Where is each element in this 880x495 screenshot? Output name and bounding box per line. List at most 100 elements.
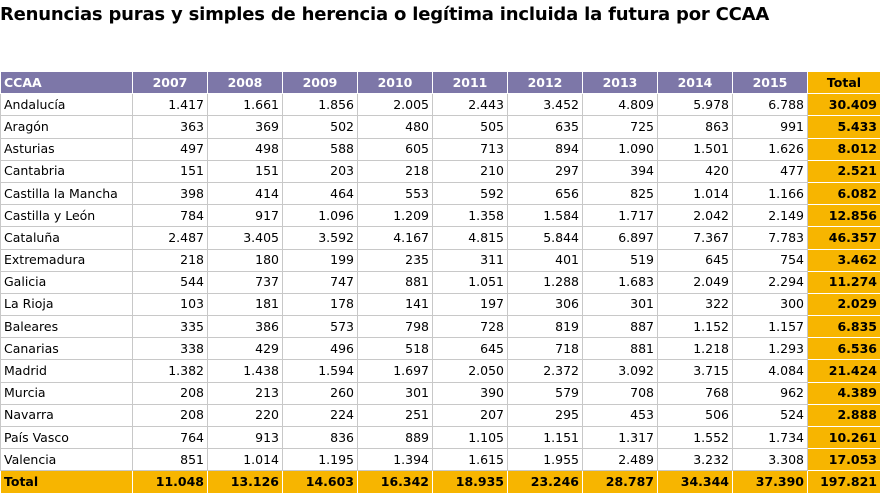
year-value: 220 [207,403,283,428]
total-value: 16.342 [357,470,433,494]
table-row: Baleares 335 386 573 798 728 819 887 1.152 1.157 6… [0,315,880,339]
year-value: 863 [657,115,733,139]
year-value: 645 [657,248,733,272]
table-row: Galicia 544 737 747 881 1.051 1.288 1.683 2.049 2… [0,270,880,294]
year-value: 635 [507,115,583,139]
year-value: 2.005 [357,93,433,117]
table-body: Andalucía 1.417 1.661 1.856 2.005 2.443 3.452 4… [0,93,880,494]
year-value: 1.157 [732,315,808,339]
total-row: Total 11.048 13.126 14.603 16.342 18.935 23.24… [0,470,880,494]
year-value: 1.697 [357,359,433,383]
region-name: Andalucía [0,93,133,117]
year-value: 3.308 [732,448,808,472]
region-name: Aragón [0,115,133,139]
year-value: 208 [132,381,208,405]
year-value: 218 [357,159,433,183]
year-value: 913 [207,425,283,450]
year-value: 1.288 [507,270,583,294]
table-row: Castilla y León 784 917 1.096 1.209 1.358 1.58… [0,204,880,228]
year-value: 2.443 [432,93,508,117]
total-value: 34.344 [657,470,733,494]
year-value: 881 [582,337,658,361]
year-value: 235 [357,248,433,272]
region-name: Navarra [0,403,133,428]
year-value: 480 [357,115,433,139]
year-value: 708 [582,381,658,405]
year-value: 5.978 [657,93,733,117]
year-value: 1.856 [282,93,358,117]
year-value: 4.084 [732,359,808,383]
year-value: 1.552 [657,425,733,450]
year-value: 881 [357,270,433,294]
year-value: 103 [132,292,208,317]
total-value: 18.935 [432,470,508,494]
year-value: 1.166 [732,181,808,206]
year-value: 519 [582,248,658,272]
year-value: 390 [432,381,508,405]
year-value: 1.717 [582,204,658,228]
region-total: 46.357 [807,226,880,250]
year-value: 1.626 [732,137,808,161]
year-value: 207 [432,403,508,428]
year-value: 2.050 [432,359,508,383]
year-value: 737 [207,270,283,294]
year-value: 3.715 [657,359,733,383]
year-value: 1.014 [657,181,733,206]
year-value: 181 [207,292,283,317]
year-value: 1.661 [207,93,283,117]
page-title: Renuncias puras y simples de herencia o … [0,4,770,25]
year-value: 573 [282,315,358,339]
total-value: 14.603 [282,470,358,494]
region-name: Extremadura [0,248,133,272]
year-value: 579 [507,381,583,405]
table-row: Extremadura 218 180 199 235 311 401 519 645 754 3.… [0,248,880,272]
table-row: Asturias 497 498 588 605 713 894 1.090 1.501 1.62… [0,137,880,161]
year-value: 1.090 [582,137,658,161]
year-value: 502 [282,115,358,139]
region-total: 3.462 [807,248,880,272]
year-value: 178 [282,292,358,317]
region-name: Cantabria [0,159,133,183]
year-value: 3.405 [207,226,283,250]
year-value: 1.734 [732,425,808,450]
table-row: Aragón 363 369 502 480 505 635 725 863 991 5.433 [0,115,880,139]
year-value: 420 [657,159,733,183]
table-row: Madrid 1.382 1.438 1.594 1.697 2.050 2.372 3.09… [0,359,880,383]
region-total: 6.536 [807,337,880,361]
year-value: 3.592 [282,226,358,250]
region-name: Canarias [0,337,133,361]
region-name: Valencia [0,448,133,472]
year-value: 4.167 [357,226,433,250]
year-value: 301 [357,381,433,405]
year-value: 836 [282,425,358,450]
year-value: 151 [132,159,208,183]
region-total: 8.012 [807,137,880,161]
region-name: La Rioja [0,292,133,317]
year-value: 1.382 [132,359,208,383]
year-value: 301 [582,292,658,317]
ccaa-table: CCAA 2007 2008 2009 2010 2011 2012 2013 2014 2015… [0,70,880,494]
year-value: 1.438 [207,359,283,383]
total-value: 23.246 [507,470,583,494]
year-value: 498 [207,137,283,161]
region-total: 2.888 [807,403,880,428]
year-value: 1.615 [432,448,508,472]
column-header-total: Total [807,70,880,95]
year-value: 784 [132,204,208,228]
year-value: 224 [282,403,358,428]
year-value: 394 [582,159,658,183]
year-value: 5.844 [507,226,583,250]
region-total: 10.261 [807,425,880,450]
year-value: 1.152 [657,315,733,339]
year-value: 2.487 [132,226,208,250]
year-value: 3.092 [582,359,658,383]
year-value: 429 [207,337,283,361]
year-value: 1.051 [432,270,508,294]
region-name: Castilla la Mancha [0,181,133,206]
year-value: 300 [732,292,808,317]
year-value: 592 [432,181,508,206]
year-value: 141 [357,292,433,317]
column-header-year: 2007 [132,70,208,95]
year-value: 6.897 [582,226,658,250]
year-value: 7.367 [657,226,733,250]
